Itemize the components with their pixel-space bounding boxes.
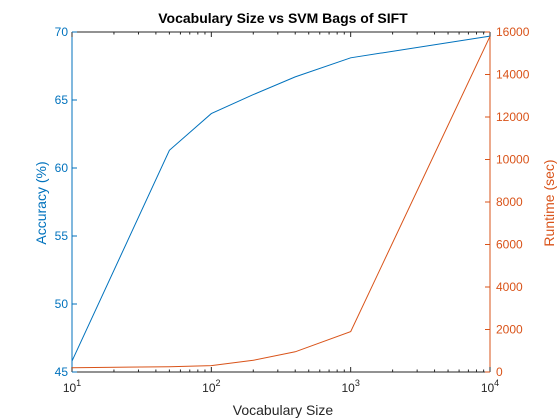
y-left-tick-label: 65 — [55, 93, 69, 107]
plot-area: 101 102 103 104 45 50 55 60 65 70 0 2000 4000 6000 800… — [55, 25, 530, 395]
y-left-tick-label: 60 — [55, 161, 69, 175]
x-tick-label: 102 — [202, 378, 220, 395]
y-right-tick-label: 2000 — [496, 323, 523, 337]
runtime-series-line — [71, 36, 491, 369]
y-left-tick-label: 50 — [55, 297, 69, 311]
y-right-tick-label: 14000 — [496, 68, 530, 82]
y-right-tick-label: 12000 — [496, 110, 530, 124]
y-left-tick-label: 45 — [55, 365, 69, 379]
y-right-tick-label: 10000 — [496, 153, 530, 167]
y-axis-left-label: Accuracy (%) — [33, 161, 49, 244]
x-tick-label: 101 — [63, 378, 81, 395]
accuracy-series-line — [71, 35, 491, 362]
y-right-tick-label: 6000 — [496, 238, 523, 252]
y-right-tick-label: 4000 — [496, 280, 523, 294]
y-axis-right-label: Runtime (sec) — [541, 159, 557, 246]
y-left-tick-label: 55 — [55, 229, 69, 243]
y-right-tick-label: 8000 — [496, 195, 523, 209]
y-left-tick-label: 70 — [55, 25, 69, 39]
y-right-tick-label: 0 — [496, 365, 503, 379]
x-tick-label: 104 — [481, 378, 499, 395]
chart-title: Vocabulary Size vs SVM Bags of SIFT — [158, 10, 408, 26]
x-tick-label: 103 — [341, 378, 359, 395]
x-axis-label: Vocabulary Size — [233, 402, 334, 418]
y-right-tick-label: 16000 — [496, 25, 530, 39]
